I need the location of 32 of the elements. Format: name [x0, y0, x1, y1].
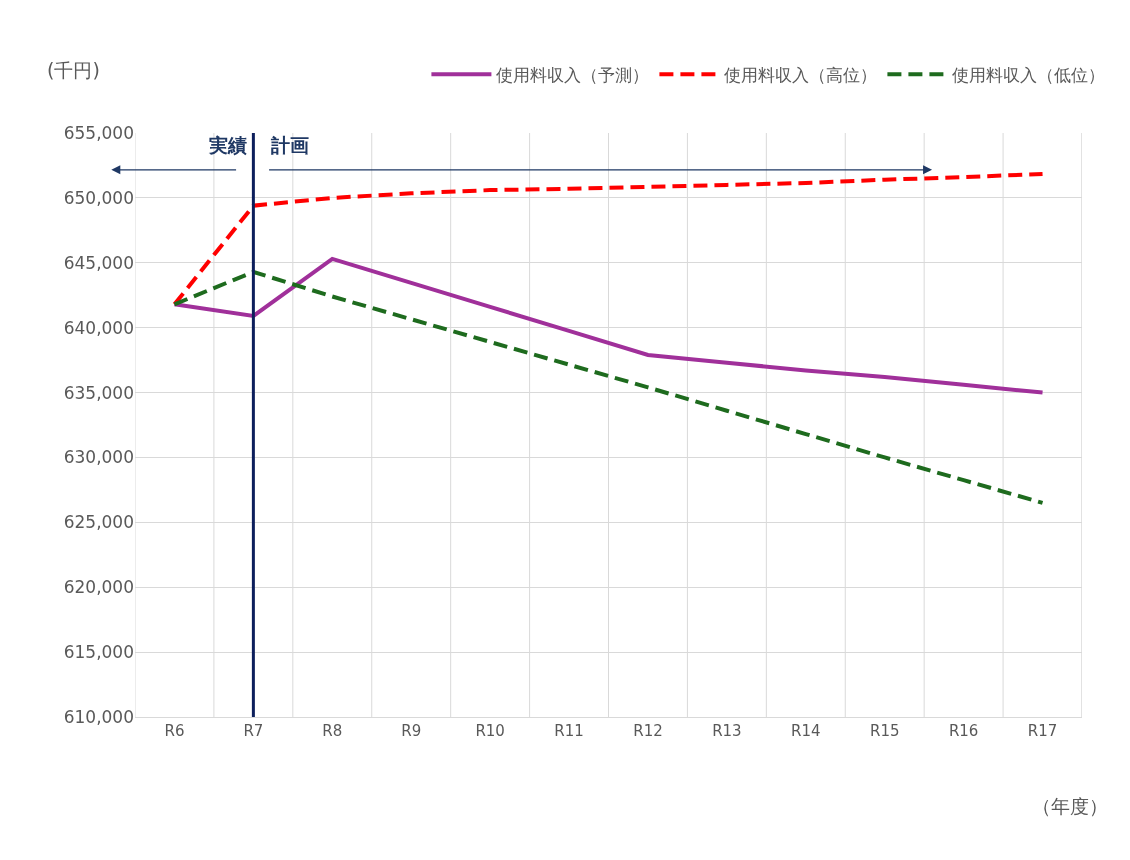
y-tick-label: 635,000	[63, 382, 134, 403]
annotation: 計画	[270, 134, 309, 156]
y-tick-label: 610,000	[63, 706, 134, 727]
line-series	[172, 171, 1045, 307]
x-tick-label: R11	[554, 722, 584, 740]
x-tick-label: R17	[1027, 722, 1058, 740]
x-tick-label: R9	[401, 722, 422, 740]
x-tick-label: R8	[322, 722, 343, 740]
x-tick-label: R10	[475, 722, 505, 740]
x-tick-label: R16	[948, 722, 979, 740]
y-axis-title: (千円)	[47, 59, 100, 81]
y-tick-label: 630,000	[63, 447, 134, 468]
y-tick-label: 655,000	[63, 122, 134, 143]
x-tick-label: R13	[712, 722, 742, 740]
x-tick-label: R12	[633, 722, 663, 740]
y-tick-label: 640,000	[63, 317, 134, 338]
x-tick-label: R7	[243, 722, 264, 740]
y-tick-label: 615,000	[63, 642, 134, 663]
line-series	[172, 256, 1045, 395]
legend-label: 使用料収入（低位）	[952, 64, 1106, 85]
y-tick-label: 645,000	[63, 252, 134, 273]
x-tick-label: R14	[791, 722, 821, 740]
y-tick-label: 650,000	[63, 187, 134, 208]
legend-label: 使用料収入（予測）	[496, 64, 650, 85]
y-tick-label: 625,000	[63, 512, 134, 533]
x-axis-title: （年度）	[1032, 795, 1108, 817]
annotation: 実績	[208, 134, 247, 156]
y-tick-label: 620,000	[63, 577, 134, 598]
legend-label: 使用料収入（高位）	[724, 64, 878, 85]
line-series	[172, 269, 1045, 505]
x-tick-label: R6	[164, 722, 185, 740]
x-tick-label: R15	[869, 722, 900, 740]
